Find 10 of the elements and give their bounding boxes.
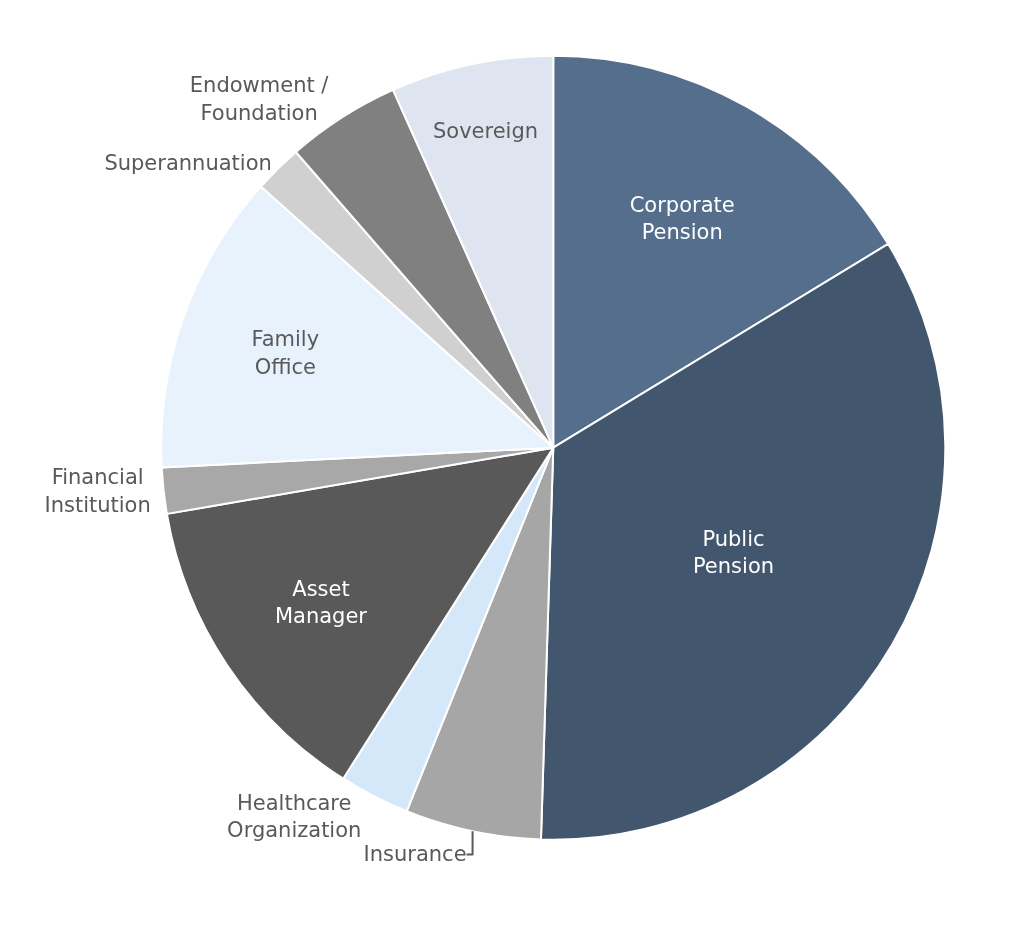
slice-label: Healthcare Organization [227, 791, 362, 843]
slice-label: Insurance [363, 842, 467, 867]
slice-label: Public Pension [692, 527, 775, 579]
slice-label: Family Office [251, 327, 320, 379]
slice-label: Superannuation [104, 150, 272, 175]
slice-label: Endowment / Foundation [189, 73, 330, 125]
slice-label: Corporate Pension [629, 192, 735, 244]
slice-label: Financial Institution [44, 465, 151, 517]
slice-label: Sovereign [432, 118, 539, 143]
slice-label: Asset Manager [274, 576, 368, 628]
